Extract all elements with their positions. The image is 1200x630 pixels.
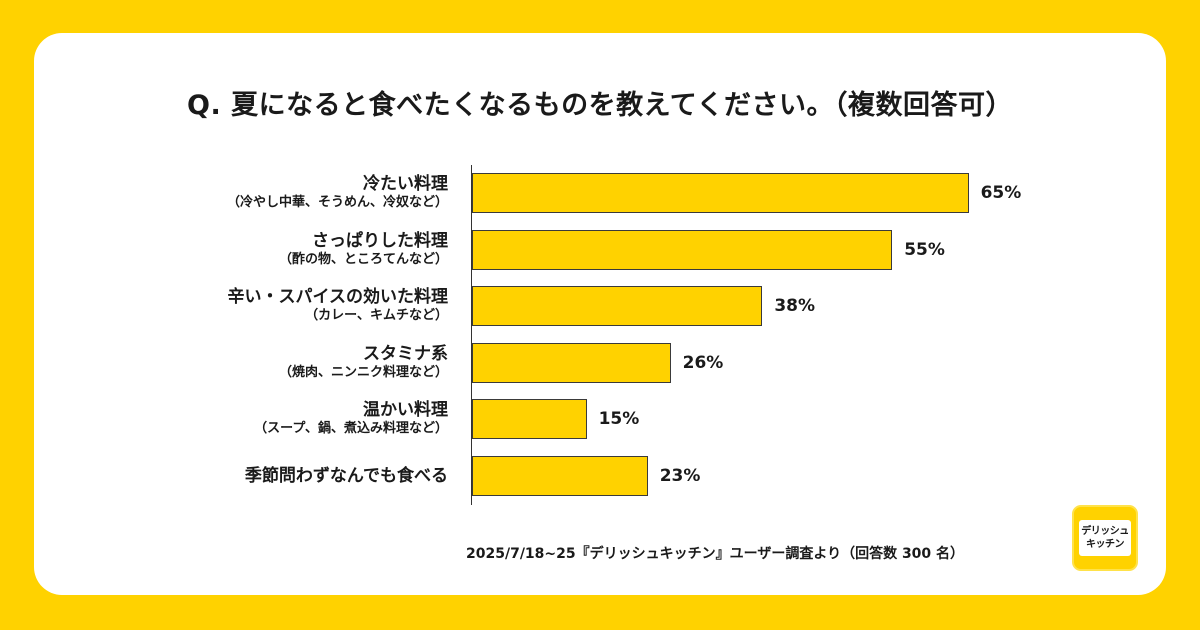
category-examples: （カレー、キムチなど） [305, 308, 448, 323]
logo-plate: デリッシュ キッチン [1079, 520, 1131, 556]
category-label-6: 季節問わずなんでも食べる [245, 466, 448, 486]
category-examples: （冷やし中華、そうめん、冷奴など） [226, 195, 448, 210]
category-examples: （スープ、鍋、煮込み料理など） [254, 421, 448, 436]
category-name: 温かい料理 [363, 400, 448, 420]
category-label-3: 辛い・スパイスの効いた料理 （カレー、キムチなど） [228, 287, 449, 324]
category-label-4: スタミナ系 （焼肉、ニンニク料理など） [279, 344, 448, 381]
category-name: 辛い・スパイスの効いた料理 [227, 287, 449, 307]
y-axis-line [471, 165, 472, 505]
survey-footnote: 2025/7/18~25『デリッシュキッチン』ユーザー調査より（回答数 300 … [466, 546, 965, 562]
value-label-3: 38% [774, 296, 816, 316]
category-label-2: さっぱりした料理 （酢の物、ところてんなど） [279, 231, 448, 268]
value-label-6: 23% [659, 465, 701, 486]
bar-4 [472, 342, 671, 383]
survey-card: Q. 夏になると食べたくなるものを教えてください。（複数回答可） 65% 冷たい料… [34, 33, 1166, 595]
logo-text-line1: デリッシュ [1081, 526, 1129, 537]
value-label-4: 26% [682, 352, 724, 373]
bar-5 [472, 399, 587, 439]
value-label-2: 55% [904, 239, 945, 260]
delish-kitchen-logo: デリッシュ キッチン [1072, 505, 1138, 571]
value-label-5: 15% [598, 409, 640, 429]
value-label-1: 65% [980, 183, 1022, 203]
bar-6 [472, 455, 648, 496]
bar-2 [472, 229, 893, 270]
category-name: 冷たい料理 [363, 174, 448, 194]
category-examples: （酢の物、ところてんなど） [278, 251, 448, 267]
category-name: スタミナ系 [363, 343, 448, 364]
category-name: さっぱりした料理 [312, 230, 448, 251]
category-label-5: 温かい料理 （スープ、鍋、煮込み料理など） [254, 400, 448, 437]
category-examples: （焼肉、ニンニク料理など） [278, 364, 448, 380]
logo-text-line2: キッチン [1086, 539, 1125, 550]
bar-3 [472, 286, 763, 326]
bar-1 [472, 173, 969, 213]
category-name: 季節問わずなんでも食べる [244, 465, 448, 486]
category-label-1: 冷たい料理 （冷やし中華、そうめん、冷奴など） [227, 174, 448, 211]
chart-title: Q. 夏になると食べたくなるものを教えてください。（複数回答可） [187, 90, 1013, 121]
